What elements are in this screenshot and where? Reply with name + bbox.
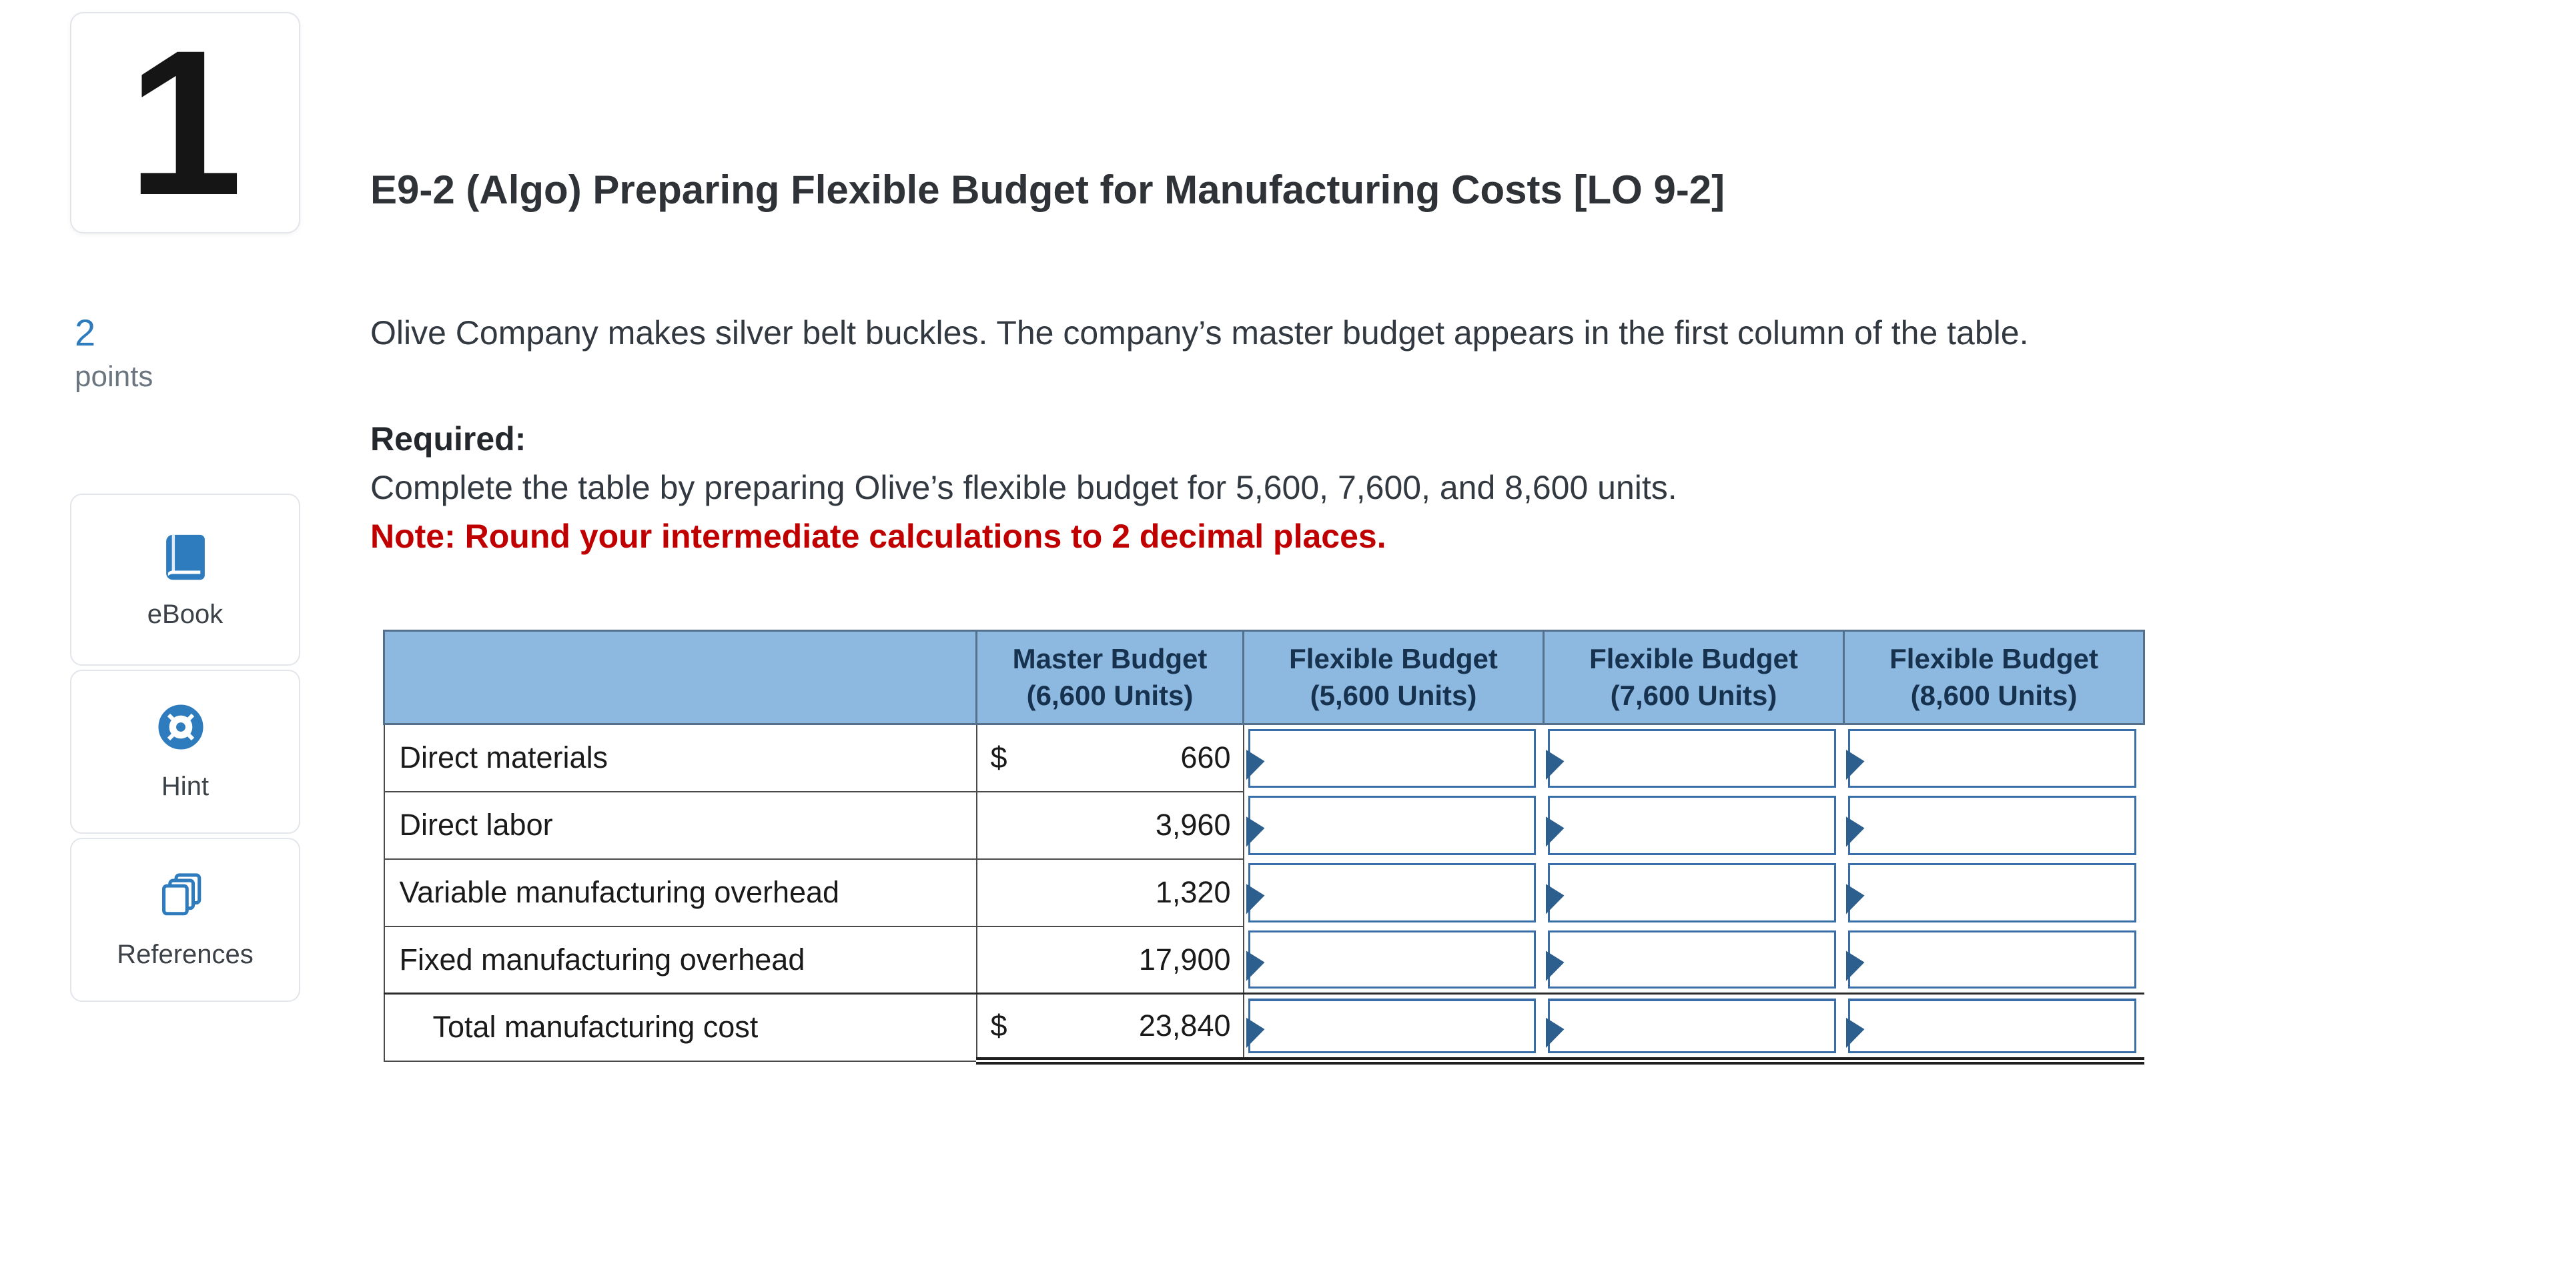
master-budget-cell: $ 660 [975, 723, 1244, 792]
master-budget-cell: $ 23,840 [975, 993, 1244, 1065]
table-row: Variable manufacturing overhead 1,320 [383, 858, 2144, 927]
rounding-note: Note: Round your intermediate calculatio… [370, 518, 1386, 555]
answer-cell-7600 [1543, 993, 1844, 1065]
references-button[interactable]: References [70, 838, 300, 1002]
row-label-cell: Variable manufacturing overhead [383, 858, 977, 927]
answer-cell-8600 [1843, 993, 2144, 1065]
answer-input[interactable] [1248, 729, 1536, 788]
ebook-button[interactable]: eBook [70, 494, 300, 666]
hint-button[interactable]: Hint [70, 670, 300, 834]
points-label: points [75, 360, 153, 393]
master-budget-value: 3,960 [1155, 808, 1231, 842]
answer-cell-7600 [1543, 926, 1844, 994]
answer-input[interactable] [1847, 999, 2136, 1053]
header-line: (6,600 Units) [1026, 679, 1194, 711]
answer-input[interactable] [1547, 795, 1836, 855]
row-label-cell: Fixed manufacturing overhead [383, 925, 977, 995]
corner-header-cell [383, 630, 977, 725]
header-line: (8,600 Units) [1910, 679, 2078, 711]
header-line: Flexible Budget [1289, 642, 1498, 674]
answer-input[interactable] [1248, 795, 1536, 855]
pages-icon [156, 870, 215, 929]
hint-label: Hint [161, 771, 209, 801]
header-line: Flexible Budget [1589, 642, 1798, 674]
answer-input[interactable] [1547, 999, 1836, 1053]
header-line: Flexible Budget [1889, 642, 2098, 674]
row-label-cell: Total manufacturing cost [383, 993, 977, 1062]
answer-cell-5600 [1243, 993, 1544, 1065]
master-budget-cell: 1,320 [975, 858, 1244, 927]
master-budget-value: 17,900 [1138, 942, 1231, 977]
life-ring-icon [156, 702, 215, 761]
required-text: Complete the table by preparing Olive’s … [370, 469, 1677, 506]
master-budget-value: 23,840 [1138, 1009, 1231, 1043]
answer-cell-7600 [1543, 858, 1844, 926]
row-label: Variable manufacturing overhead [399, 875, 840, 909]
answer-cell-7600 [1543, 724, 1844, 792]
table-row: Direct labor 3,960 [383, 790, 2144, 860]
header-line: (5,600 Units) [1310, 679, 1477, 711]
answer-input[interactable] [1847, 862, 2136, 922]
required-block: Required: Complete the table by preparin… [370, 415, 2539, 561]
required-label: Required: [370, 420, 526, 458]
answer-cell-5600 [1243, 926, 1544, 994]
question-number-card: 1 [70, 12, 300, 233]
master-budget-cell: 17,900 [975, 925, 1244, 995]
intro-text: Olive Company makes silver belt buckles.… [370, 314, 2029, 352]
question-number: 1 [127, 7, 243, 238]
table-row: Fixed manufacturing overhead 17,900 [383, 925, 2144, 995]
row-label-cell: Direct labor [383, 790, 977, 860]
master-budget-value: 1,320 [1155, 875, 1231, 909]
points-value: 2 [75, 311, 96, 354]
answer-input[interactable] [1847, 930, 2136, 989]
answer-cell-8600 [1843, 926, 2144, 994]
column-header-flexible-8600: Flexible Budget (8,600 Units) [1843, 630, 2145, 725]
points-block: 2 points [75, 312, 153, 394]
answer-input[interactable] [1547, 862, 1836, 922]
answer-input[interactable] [1847, 795, 2136, 855]
book-icon [156, 530, 215, 589]
header-line: Master Budget [1012, 642, 1208, 674]
answer-cell-5600 [1243, 791, 1544, 859]
row-label-cell: Direct materials [383, 723, 977, 792]
answer-input[interactable] [1248, 999, 1536, 1053]
table-header-row: Master Budget (6,600 Units) Flexible Bud… [383, 630, 2145, 725]
page-title: E9-2 (Algo) Preparing Flexible Budget fo… [370, 167, 1725, 212]
row-label: Direct materials [399, 740, 608, 775]
answer-input[interactable] [1248, 930, 1536, 989]
answer-input[interactable] [1547, 930, 1836, 989]
answer-cell-5600 [1243, 724, 1544, 792]
answer-input[interactable] [1547, 729, 1836, 788]
answer-cell-5600 [1243, 858, 1544, 926]
table-row: Total manufacturing cost $ 23,840 [383, 993, 2144, 1065]
answer-cell-7600 [1543, 791, 1844, 859]
answer-cell-8600 [1843, 858, 2144, 926]
answer-cell-8600 [1843, 724, 2144, 792]
column-header-flexible-7600: Flexible Budget (7,600 Units) [1543, 630, 1845, 725]
flexible-budget-table: Master Budget (6,600 Units) Flexible Bud… [383, 630, 2145, 1065]
answer-input[interactable] [1847, 729, 2136, 788]
row-label: Fixed manufacturing overhead [399, 942, 805, 977]
ebook-label: eBook [147, 599, 224, 629]
row-label: Total manufacturing cost [432, 1010, 759, 1045]
references-label: References [117, 939, 254, 969]
table-row: Direct materials $ 660 [383, 723, 2144, 792]
column-header-flexible-5600: Flexible Budget (5,600 Units) [1242, 630, 1545, 725]
header-line: (7,600 Units) [1610, 679, 1777, 711]
budget-table-body: Direct materials $ 660 [383, 723, 2144, 1065]
column-header-master-budget: Master Budget (6,600 Units) [975, 630, 1244, 725]
master-budget-value: 660 [1180, 740, 1231, 775]
currency-symbol: $ [990, 1009, 1007, 1043]
row-label: Direct labor [399, 808, 553, 842]
currency-symbol: $ [990, 740, 1007, 775]
master-budget-cell: 3,960 [975, 790, 1244, 860]
answer-input[interactable] [1248, 862, 1536, 922]
answer-cell-8600 [1843, 791, 2144, 859]
